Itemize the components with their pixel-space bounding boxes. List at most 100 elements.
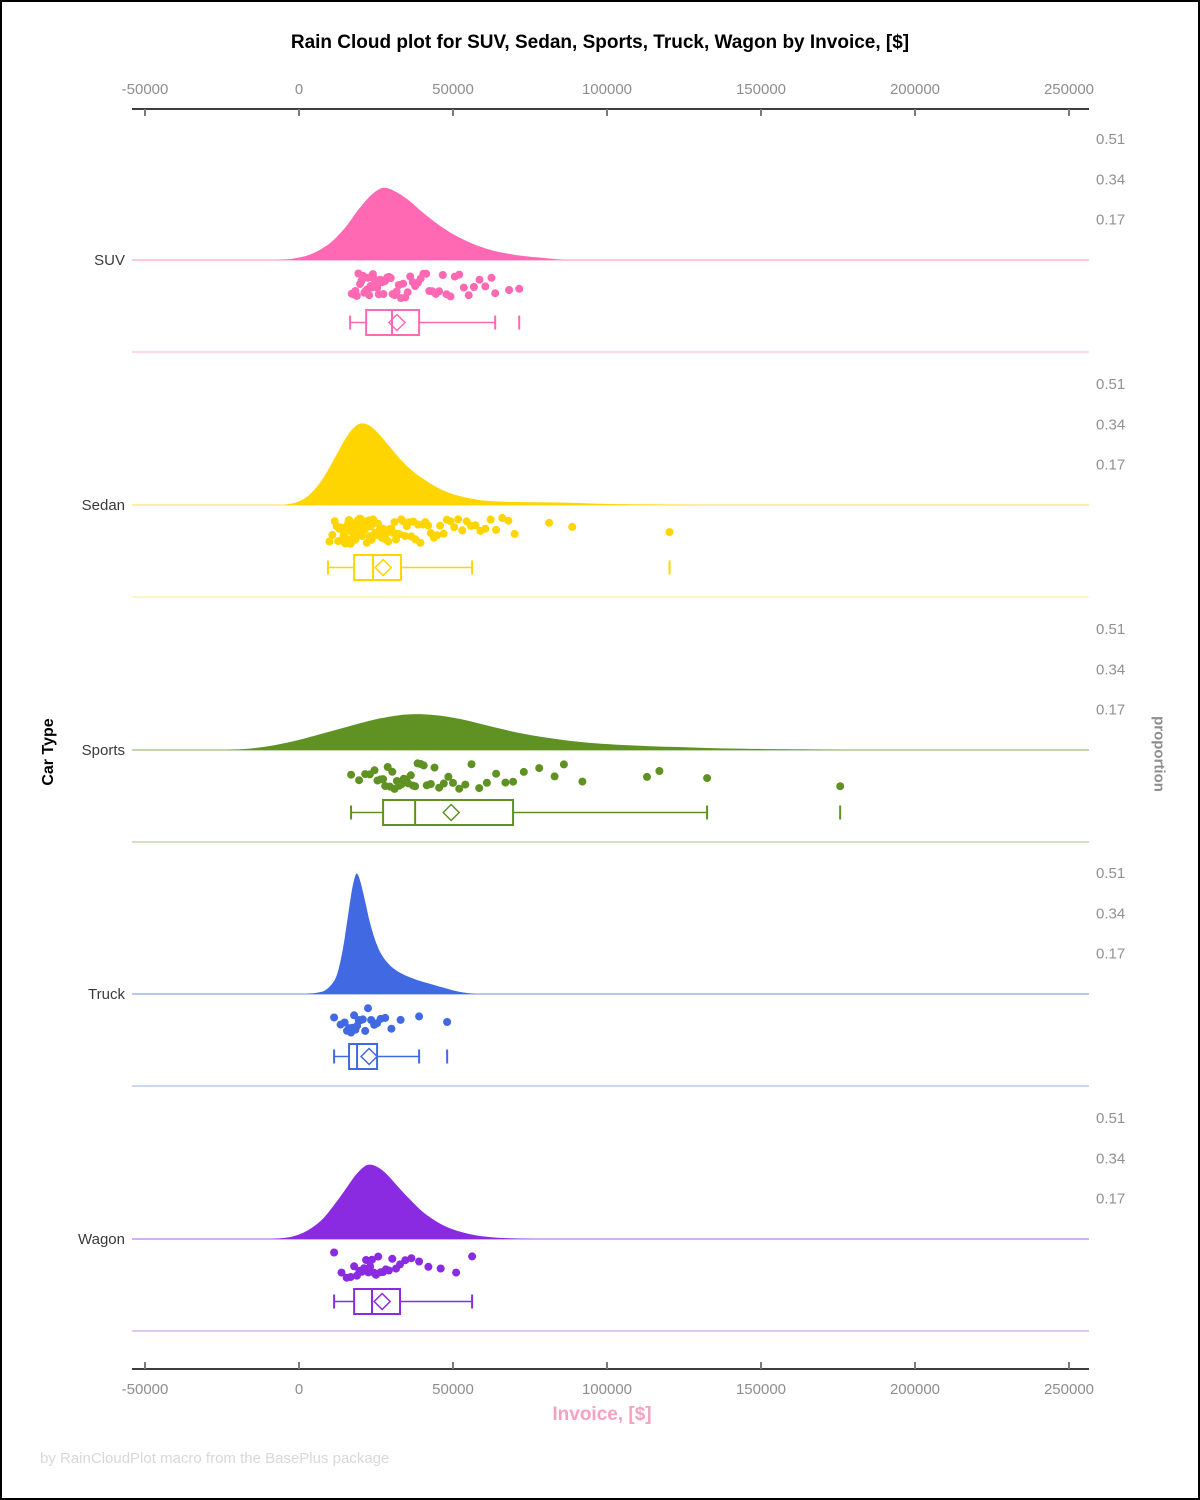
scatter-point-sedan: [328, 530, 337, 539]
category-label-wagon: Wagon: [78, 1231, 125, 1248]
x-tick-label-top: 250000: [1044, 81, 1094, 98]
box-truck: [348, 1043, 379, 1070]
scatter-point-truck: [330, 1013, 339, 1022]
x-tick-label-top: 50000: [432, 81, 474, 98]
scatter-point-sports: [426, 780, 435, 788]
proportion-tick-label-wagon: 0.51: [1096, 1110, 1125, 1127]
scatter-point-sedan: [446, 517, 455, 526]
scatter-point-wagon: [337, 1268, 346, 1277]
scatter-point-sedan: [390, 518, 399, 527]
scatter-point-sports: [449, 778, 457, 787]
scatter-point-sports: [475, 784, 484, 793]
scatter-point-sedan: [450, 523, 459, 532]
scatter-point-wagon: [384, 1266, 393, 1275]
mean-diamond-truck: [360, 1047, 379, 1066]
scatter-point-truck: [358, 1015, 367, 1024]
scatter-point-wagon: [407, 1254, 416, 1263]
proportion-tick-label-truck: 0.51: [1096, 865, 1125, 882]
scatter-point-sedan: [351, 535, 360, 544]
scatter-point-sedan: [416, 538, 425, 547]
x-tick-label-bottom: 0: [295, 1381, 303, 1398]
scatter-point-sports: [461, 780, 470, 789]
scatter-point-wagon: [346, 1273, 355, 1281]
x-tick-label-top: 100000: [582, 81, 632, 98]
scatter-point-wagon: [362, 1256, 371, 1264]
scatter-point-sports: [467, 760, 476, 769]
scatter-point-wagon: [350, 1262, 359, 1271]
scatter-point-suv: [455, 270, 464, 279]
proportion-tick-label-sports: 0.51: [1096, 621, 1125, 638]
scatter-point-suv: [403, 288, 412, 297]
x-tick-label-top: -50000: [122, 81, 169, 98]
scatter-point-sports: [455, 784, 464, 793]
scatter-point-suv: [515, 284, 524, 293]
scatter-point-sports: [578, 777, 587, 786]
scatter-point-truck: [396, 1015, 405, 1024]
scatter-point-sedan: [486, 515, 495, 524]
proportion-tick-label-sedan: 0.34: [1096, 416, 1125, 433]
x-tick-label-top: 150000: [736, 81, 786, 98]
scatter-point-truck: [415, 1012, 424, 1021]
scatter-point-truck: [364, 1004, 372, 1013]
scatter-point-wagon: [468, 1252, 477, 1261]
scatter-point-sedan: [439, 529, 448, 538]
scatter-point-sports: [643, 772, 651, 781]
scatter-point-sedan: [665, 528, 674, 537]
scatter-point-suv: [464, 291, 473, 300]
chart-title: Rain Cloud plot for SUV, Sedan, Sports, …: [290, 32, 910, 53]
scatter-point-suv: [379, 290, 388, 298]
scatter-point-suv: [399, 279, 408, 288]
scatter-point-sedan: [568, 522, 577, 531]
scatter-point-wagon: [452, 1268, 461, 1277]
scatter-point-sedan: [374, 519, 383, 528]
scatter-point-truck: [361, 1026, 370, 1035]
density-area-truck: [305, 873, 475, 994]
scatter-point-sports: [655, 767, 664, 775]
scatter-point-sedan: [492, 525, 501, 534]
density-area-sports: [225, 714, 848, 750]
scatter-point-suv: [435, 287, 444, 296]
mean-diamond-sedan: [374, 558, 393, 577]
scatter-point-sports: [501, 778, 510, 787]
density-area-wagon: [271, 1164, 534, 1239]
scatter-point-sedan: [384, 537, 393, 546]
scatter-point-wagon: [368, 1255, 376, 1264]
scatter-point-sports: [430, 763, 439, 772]
x-axis-label: Invoice, [$]: [552, 1404, 652, 1425]
scatter-point-sports: [550, 772, 559, 781]
scatter-point-sports: [379, 775, 388, 784]
x-tick-label-bottom: 100000: [582, 1381, 632, 1398]
scatter-point-sports: [419, 761, 428, 770]
proportion-tick-label-suv: 0.51: [1096, 131, 1125, 148]
x-tick-label-bottom: 50000: [432, 1381, 474, 1398]
proportion-tick-label-sedan: 0.17: [1096, 457, 1125, 474]
scatter-point-sports: [355, 776, 364, 785]
scatter-point-sports: [519, 767, 528, 776]
scatter-point-suv: [352, 291, 361, 300]
scatter-point-truck: [443, 1018, 452, 1026]
proportion-tick-label-suv: 0.17: [1096, 212, 1125, 229]
scatter-point-sports: [347, 770, 356, 779]
scatter-point-wagon: [401, 1256, 410, 1265]
scatter-point-sports: [439, 779, 448, 788]
category-label-sports: Sports: [82, 742, 125, 759]
scatter-point-suv: [505, 286, 514, 294]
proportion-tick-label-sports: 0.17: [1096, 702, 1125, 719]
scatter-point-sedan: [481, 524, 490, 533]
attribution-note: by RainCloudPlot macro from the BasePlus…: [40, 1450, 390, 1467]
scatter-point-wagon: [388, 1254, 397, 1263]
scatter-point-suv: [365, 291, 374, 300]
proportion-tick-label-wagon: 0.34: [1096, 1150, 1125, 1167]
scatter-point-sports: [535, 764, 544, 773]
scatter-point-sedan: [436, 521, 445, 530]
scatter-point-wagon: [424, 1262, 433, 1271]
mean-diamond-sports: [442, 803, 461, 822]
scatter-point-suv: [446, 292, 455, 301]
scatter-point-sedan: [510, 529, 519, 538]
box-wagon: [353, 1288, 402, 1315]
scatter-point-sports: [482, 778, 491, 787]
scatter-point-wagon: [366, 1262, 375, 1271]
scatter-point-wagon: [330, 1248, 339, 1257]
x-tick-label-top: 0: [295, 81, 303, 98]
